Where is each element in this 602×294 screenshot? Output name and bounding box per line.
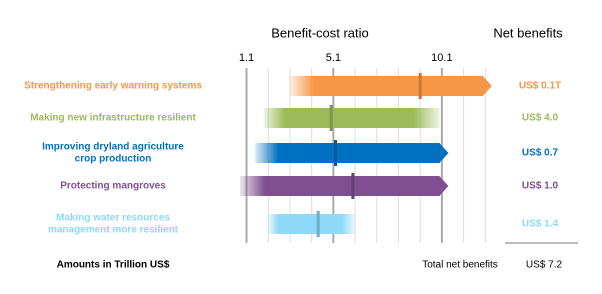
total-label: Total net benefits [422, 260, 498, 271]
net-benefit: US$ 0.7 [522, 148, 559, 159]
category-label: Making new infrastructure resilient [30, 113, 196, 124]
category-label: Improving dryland agriculture [42, 142, 184, 153]
column-header: Net benefits [493, 25, 563, 40]
net-benefit: US$ 1.0 [522, 181, 559, 192]
category-label: crop production [75, 154, 152, 165]
category-label: Protecting mangroves [60, 181, 166, 192]
axis-title: Benefit-cost ratio [271, 25, 369, 40]
category-label: Strengthening early warning systems [24, 81, 202, 92]
x-tick-label: 1.1 [239, 52, 254, 64]
total-value: US$ 7.2 [526, 260, 563, 271]
x-tick-label: 5.1 [326, 52, 341, 64]
net-benefit: US$ 0.1T [519, 81, 561, 92]
category-label: management more resilient [48, 225, 179, 236]
range-bar [240, 176, 449, 196]
net-benefit: US$ 4.0 [522, 113, 559, 124]
net-benefit: US$ 1.4 [522, 219, 559, 230]
x-tick-label: 10.1 [431, 52, 452, 64]
footnote: Amounts in Trillion US$ [57, 260, 170, 271]
range-bar [289, 76, 492, 96]
category-label: Making water resources [56, 213, 170, 224]
range-bar [263, 108, 440, 128]
range-bar [268, 214, 356, 234]
range-bar [255, 143, 449, 163]
